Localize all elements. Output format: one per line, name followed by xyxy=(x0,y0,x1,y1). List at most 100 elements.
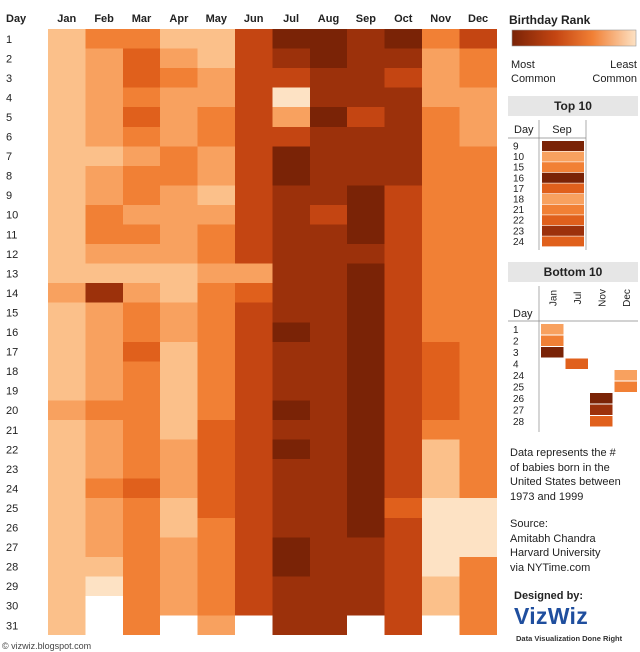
footer-credit: © vizwiz.blogspot.com xyxy=(2,641,92,651)
heatmap-cell xyxy=(48,146,86,166)
heatmap-cell xyxy=(422,146,460,166)
heatmap-cell xyxy=(197,244,235,264)
heatmap-cell xyxy=(160,68,198,88)
description-line: 1973 and 1999 xyxy=(510,490,584,503)
heatmap-cell xyxy=(422,556,460,577)
top10-cell xyxy=(542,151,584,162)
legend-low-label: Most xyxy=(511,59,535,71)
heatmap-cell xyxy=(309,48,348,69)
heatmap-cell xyxy=(422,185,460,205)
heatmap-cell xyxy=(309,126,348,147)
heatmap-cell xyxy=(197,380,235,401)
heatmap-cell xyxy=(347,204,385,225)
heatmap-cell xyxy=(347,283,385,303)
heatmap-cell xyxy=(48,595,86,616)
heatmap-cell xyxy=(85,185,123,205)
heatmap-cell xyxy=(48,204,86,225)
heatmap-cell xyxy=(422,517,460,538)
heatmap-cell xyxy=(272,576,310,596)
day-label: 28 xyxy=(6,562,18,574)
heatmap-cell xyxy=(422,283,460,303)
bottom10-day-header: Day xyxy=(513,308,533,320)
heatmap-cell xyxy=(85,126,123,147)
description-line: Data represents the # xyxy=(510,447,616,459)
heatmap-cell xyxy=(160,537,198,557)
top10-day-label: 16 xyxy=(513,173,525,184)
heatmap-cell xyxy=(48,302,86,323)
heatmap-cell xyxy=(272,498,310,518)
top10-cell xyxy=(542,194,584,204)
heatmap-cell xyxy=(459,283,497,303)
day-label: 6 xyxy=(6,132,12,144)
heatmap-cell xyxy=(48,185,86,205)
top10-day-label: 23 xyxy=(513,226,525,237)
heatmap-cell xyxy=(347,380,385,401)
heatmap-cell xyxy=(197,341,235,362)
vizwiz-tagline: Data Visualization Done Right xyxy=(516,634,623,643)
heatmap-cell xyxy=(197,517,235,538)
heatmap-cell xyxy=(122,283,161,303)
heatmap-cell xyxy=(235,517,273,538)
bottom10-cell xyxy=(590,416,613,427)
heatmap-cell xyxy=(197,576,235,596)
bottom10-cell xyxy=(614,370,637,381)
heatmap-cell xyxy=(197,361,235,381)
legend-high-label: Least xyxy=(610,59,637,71)
day-label: 26 xyxy=(6,523,18,535)
heatmap-cell xyxy=(459,420,497,440)
month-label: Oct xyxy=(394,13,413,25)
heatmap-cell xyxy=(197,537,235,557)
day-label: 17 xyxy=(6,347,18,359)
heatmap-cell xyxy=(309,146,348,166)
heatmap-cell xyxy=(384,185,422,205)
day-label: 14 xyxy=(6,288,18,300)
heatmap-cell xyxy=(272,244,310,264)
heatmap-cell xyxy=(85,439,123,460)
month-label: Nov xyxy=(430,13,452,25)
heatmap-cell xyxy=(85,29,123,49)
day-label: 3 xyxy=(6,73,12,85)
day-label: 16 xyxy=(6,327,18,339)
heatmap-cell xyxy=(459,126,497,147)
heatmap-cell xyxy=(459,263,497,284)
heatmap-cell xyxy=(459,224,497,245)
top10-day-label: 22 xyxy=(513,216,525,227)
heatmap-cell xyxy=(422,576,460,596)
heatmap-cell xyxy=(272,107,310,127)
heatmap-cell xyxy=(48,48,86,69)
heatmap-cell xyxy=(272,224,310,245)
heatmap-cell xyxy=(422,595,460,616)
month-label: Jul xyxy=(283,13,299,25)
heatmap-cell xyxy=(309,341,348,362)
day-label: 18 xyxy=(6,366,18,378)
heatmap-cell xyxy=(459,302,497,323)
heatmap-cell xyxy=(48,537,86,557)
heatmap-cell xyxy=(122,517,161,538)
heatmap-cell xyxy=(347,29,385,49)
heatmap-cell xyxy=(459,146,497,166)
heatmap-cell xyxy=(459,87,497,108)
heatmap-cell xyxy=(235,361,273,381)
heatmap-cell xyxy=(235,341,273,362)
heatmap-cell xyxy=(48,283,86,303)
heatmap-cell xyxy=(272,517,310,538)
heatmap-cell xyxy=(48,517,86,538)
heatmap-cell xyxy=(235,283,273,303)
top10-title-bar xyxy=(508,96,638,116)
day-label: 5 xyxy=(6,112,12,124)
heatmap-cell xyxy=(309,459,348,479)
heatmap-cell xyxy=(384,400,422,420)
heatmap-cell xyxy=(422,48,460,69)
heatmap-cell xyxy=(459,380,497,401)
heatmap-cell xyxy=(422,478,460,499)
month-label: Aug xyxy=(318,13,339,25)
day-label: 23 xyxy=(6,464,18,476)
day-label: 2 xyxy=(6,53,12,65)
heatmap-cell xyxy=(459,537,497,557)
heatmap-cell xyxy=(85,498,123,518)
heatmap-cell xyxy=(309,283,348,303)
day-label: 31 xyxy=(6,620,18,632)
month-label: Jun xyxy=(244,13,264,25)
heatmap-cell xyxy=(422,322,460,342)
day-label: 8 xyxy=(6,171,12,183)
